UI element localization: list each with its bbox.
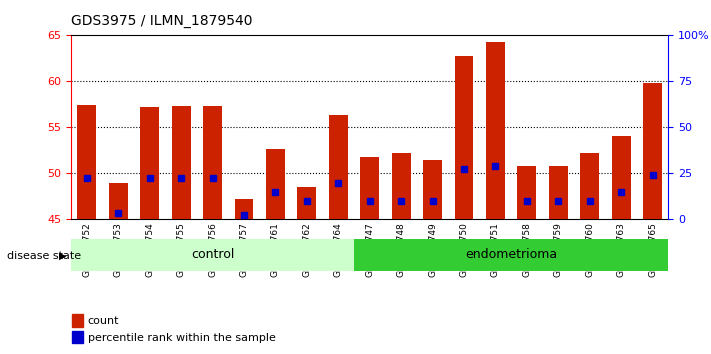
Bar	[140, 107, 159, 219]
Text: GDS3975 / ILMN_1879540: GDS3975 / ILMN_1879540	[71, 14, 252, 28]
Bar	[171, 106, 191, 219]
Text: percentile rank within the sample: percentile rank within the sample	[88, 333, 276, 343]
Text: ▶: ▶	[59, 251, 67, 261]
Text: count: count	[88, 316, 119, 326]
Bar	[454, 56, 474, 219]
Text: disease state: disease state	[7, 251, 81, 261]
Bar	[329, 115, 348, 219]
Bar	[518, 166, 536, 219]
Bar	[643, 83, 662, 219]
Bar	[360, 157, 379, 219]
Bar	[109, 183, 128, 219]
Bar	[71, 239, 354, 271]
Bar	[73, 331, 83, 343]
Bar	[486, 42, 505, 219]
Bar	[73, 314, 83, 327]
Bar	[266, 149, 285, 219]
Bar	[297, 187, 316, 219]
Text: control: control	[191, 249, 234, 261]
Bar	[611, 136, 631, 219]
Bar	[354, 239, 668, 271]
Text: endometrioma: endometrioma	[465, 249, 557, 261]
Bar	[235, 199, 253, 219]
Bar	[423, 160, 442, 219]
Bar	[77, 105, 96, 219]
Bar	[203, 106, 222, 219]
Bar	[580, 153, 599, 219]
Bar	[549, 166, 568, 219]
Bar	[392, 153, 410, 219]
